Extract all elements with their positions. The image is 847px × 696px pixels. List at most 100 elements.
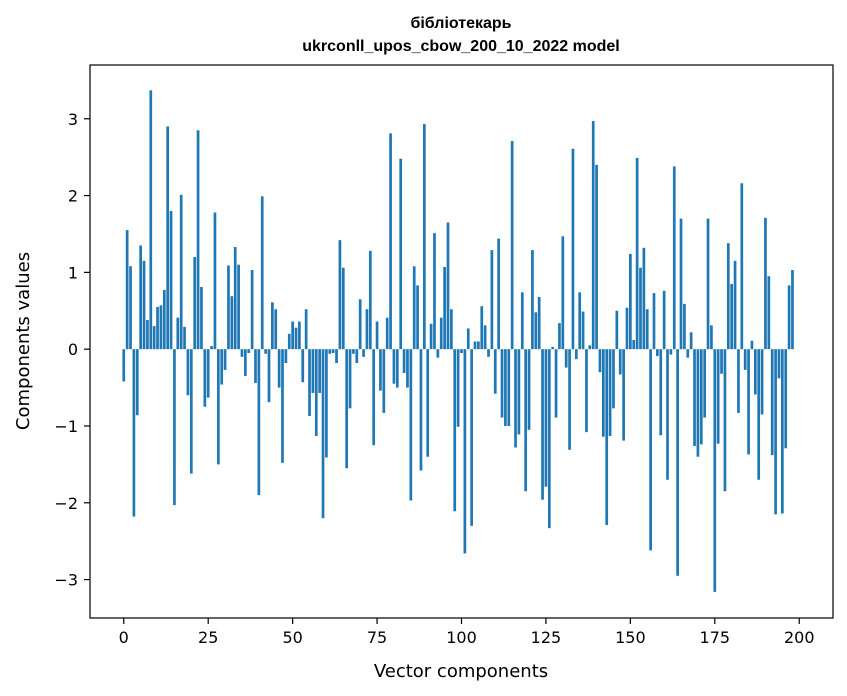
bar bbox=[561, 236, 565, 350]
y-tick-label: 3 bbox=[68, 110, 78, 129]
bar bbox=[520, 292, 524, 350]
bar bbox=[213, 212, 217, 350]
bar bbox=[547, 349, 551, 529]
x-tick-label: 175 bbox=[700, 628, 731, 647]
bar bbox=[389, 133, 392, 350]
bar bbox=[615, 310, 619, 350]
bar bbox=[787, 285, 791, 350]
bar bbox=[497, 238, 500, 350]
bar bbox=[237, 264, 240, 350]
bar bbox=[669, 349, 673, 355]
bar bbox=[206, 349, 210, 398]
bar bbox=[287, 333, 291, 350]
x-tick-label: 25 bbox=[198, 628, 218, 647]
bar bbox=[439, 317, 443, 350]
bar bbox=[510, 141, 514, 350]
bar bbox=[132, 349, 136, 517]
bar bbox=[216, 349, 220, 465]
bar bbox=[730, 283, 734, 350]
bar bbox=[595, 164, 598, 350]
bar bbox=[294, 327, 298, 350]
bar bbox=[585, 349, 588, 433]
bar bbox=[659, 349, 663, 436]
bar bbox=[362, 349, 365, 357]
bar bbox=[335, 349, 338, 363]
bar bbox=[152, 326, 156, 350]
bar bbox=[608, 349, 612, 436]
y-tick-label: −3 bbox=[54, 571, 78, 590]
x-axis-label: Vector components bbox=[374, 661, 548, 682]
bar bbox=[122, 349, 126, 382]
plot-frame bbox=[89, 64, 834, 619]
bar bbox=[331, 349, 335, 354]
bar bbox=[780, 349, 784, 514]
bar bbox=[358, 299, 362, 350]
bar bbox=[348, 349, 352, 409]
bar bbox=[554, 349, 558, 418]
bar bbox=[699, 349, 703, 445]
bar bbox=[352, 349, 355, 354]
bar bbox=[318, 349, 321, 393]
bar bbox=[493, 349, 497, 394]
bar bbox=[686, 349, 690, 358]
bar bbox=[531, 250, 534, 350]
bar bbox=[304, 309, 308, 350]
bar bbox=[757, 349, 761, 480]
bar bbox=[770, 349, 774, 456]
bar bbox=[338, 240, 342, 350]
bar bbox=[632, 339, 636, 350]
bar bbox=[666, 349, 669, 480]
bar bbox=[443, 267, 446, 350]
bar bbox=[382, 349, 386, 413]
bar bbox=[162, 290, 166, 350]
bar bbox=[402, 349, 406, 373]
bar bbox=[223, 349, 227, 370]
bar bbox=[649, 349, 652, 551]
bar bbox=[618, 349, 622, 375]
bar bbox=[325, 349, 328, 458]
bar bbox=[760, 349, 764, 415]
bar-series bbox=[122, 90, 794, 592]
bar bbox=[733, 260, 737, 350]
bar bbox=[504, 349, 507, 426]
bar bbox=[652, 293, 656, 350]
y-tick-label: 1 bbox=[68, 263, 78, 282]
bar bbox=[156, 306, 159, 350]
bar bbox=[436, 349, 440, 358]
bar bbox=[244, 349, 247, 377]
bar bbox=[743, 349, 747, 370]
bar bbox=[240, 349, 244, 357]
bar bbox=[220, 349, 224, 385]
bar bbox=[375, 321, 379, 350]
bar bbox=[372, 349, 376, 446]
bar bbox=[392, 349, 396, 384]
bar bbox=[183, 326, 186, 350]
bar bbox=[419, 349, 423, 471]
bar bbox=[774, 349, 777, 515]
bar bbox=[500, 349, 504, 418]
y-tick-label: −1 bbox=[54, 417, 78, 436]
bar bbox=[571, 148, 575, 350]
bar bbox=[328, 349, 332, 354]
bar bbox=[429, 323, 433, 350]
bar bbox=[169, 210, 173, 350]
x-tick-label: 150 bbox=[615, 628, 646, 647]
bar bbox=[311, 349, 315, 393]
bar bbox=[568, 349, 571, 450]
bar bbox=[642, 247, 646, 350]
bar bbox=[490, 250, 494, 350]
bar bbox=[710, 325, 713, 350]
bar bbox=[146, 319, 149, 350]
bar bbox=[446, 222, 450, 350]
bar bbox=[541, 349, 544, 500]
bar bbox=[416, 285, 419, 350]
x-tick-label: 125 bbox=[531, 628, 562, 647]
bar bbox=[683, 303, 686, 350]
x-tick-label: 200 bbox=[784, 628, 815, 647]
bar bbox=[662, 290, 666, 350]
bar bbox=[534, 312, 538, 350]
bar bbox=[230, 296, 234, 350]
bar bbox=[260, 196, 264, 350]
bar bbox=[308, 349, 311, 416]
bar bbox=[676, 349, 679, 576]
